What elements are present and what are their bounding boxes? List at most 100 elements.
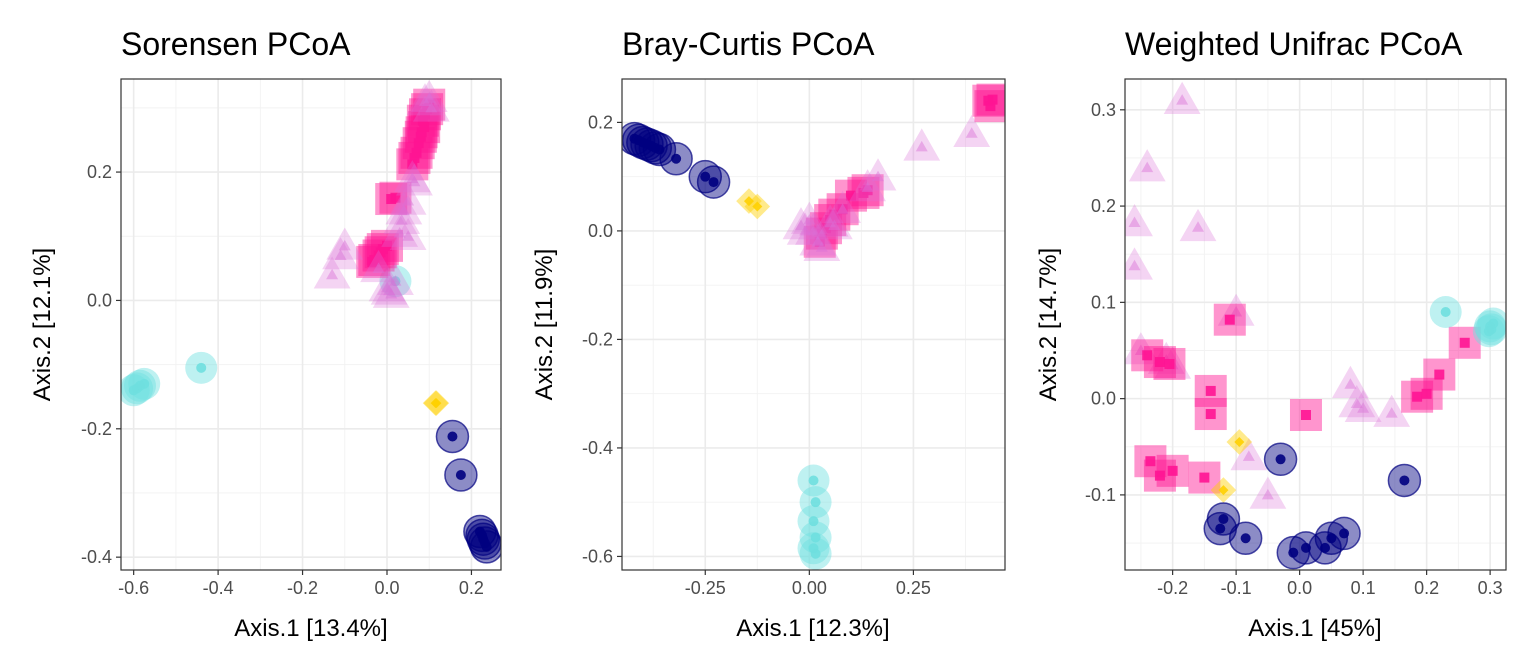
panel-border — [120, 78, 502, 571]
point-pink — [408, 111, 441, 144]
point-cyan — [799, 521, 832, 554]
point-navy — [696, 165, 731, 199]
series-pink — [1131, 303, 1481, 494]
point-lavender — [815, 207, 853, 240]
point-lavender — [1373, 394, 1411, 427]
point-lavender — [1230, 437, 1268, 471]
point-lavender — [1128, 149, 1166, 182]
series-gold — [422, 390, 450, 416]
y-tick-label: -0.6 — [582, 546, 613, 566]
point-gold — [1210, 477, 1237, 503]
series-navy — [435, 419, 501, 564]
point-cyan — [1472, 315, 1505, 348]
point-lavender — [1249, 476, 1287, 509]
point-navy — [1327, 516, 1361, 551]
x-tick-label: 0.1 — [1351, 578, 1376, 598]
point-cyan — [799, 537, 832, 570]
point-lavender — [370, 272, 408, 305]
point-pink — [1153, 347, 1186, 380]
point-lavender — [824, 190, 862, 224]
point-pink — [1188, 461, 1221, 494]
point-lavender — [799, 223, 837, 256]
points-layer — [1125, 81, 1506, 570]
point-cyan — [185, 351, 218, 384]
x-tick-label: 0.0 — [374, 578, 399, 598]
y-tick-label: -0.2 — [582, 329, 613, 349]
point-navy — [659, 142, 693, 176]
point-gold — [744, 193, 771, 220]
x-axis-title: Axis.1 [13.4%] — [234, 615, 387, 642]
point-navy — [1228, 521, 1263, 555]
point-lavender — [389, 182, 427, 215]
x-axis-title: Axis.1 [12.3%] — [736, 615, 889, 642]
y-tick-label: -0.2 — [81, 419, 112, 439]
point-lavender — [795, 212, 832, 245]
series-lavender — [782, 114, 991, 261]
point-navy — [1206, 502, 1241, 536]
point-pink — [1143, 459, 1176, 492]
point-navy — [1387, 463, 1422, 498]
x-tick-label: -0.6 — [118, 578, 149, 598]
x-tick-label: 0.2 — [1414, 578, 1439, 598]
panel-sorensen: Sorensen PCoA Axis.1 [13.4%] Axis.2 [12.… — [29, 26, 502, 642]
panel-title: Sorensen PCoA — [121, 26, 351, 62]
point-gold — [423, 390, 450, 416]
point-lavender — [326, 227, 364, 260]
panel-title: Weighted Unifrac PCoA — [1125, 26, 1463, 62]
x-tick-label: 0.3 — [1478, 578, 1503, 598]
grid — [121, 79, 501, 570]
x-tick-label: -0.1 — [1221, 578, 1252, 598]
panel-bray-curtis: Bray-Curtis PCoA Axis.1 [12.3%] Axis.2 [… — [531, 26, 1006, 642]
point-lavender — [383, 201, 421, 235]
y-tick-label: 0.3 — [1091, 100, 1116, 120]
point-lavender — [790, 201, 828, 234]
point-lavender — [381, 214, 419, 247]
point-pink — [1213, 303, 1246, 336]
point-pink — [974, 90, 1005, 123]
point-lavender — [1125, 247, 1153, 280]
point-gold — [1226, 429, 1253, 455]
x-tick-label: 0.0 — [1287, 578, 1312, 598]
point-lavender — [406, 83, 444, 116]
point-lavender — [410, 79, 448, 113]
series-cyan — [797, 464, 832, 570]
x-tick-label: -0.25 — [685, 578, 726, 598]
series-navy — [1203, 442, 1422, 570]
point-cyan — [799, 486, 832, 519]
point-lavender — [1163, 81, 1201, 114]
point-lavender — [360, 249, 397, 283]
x-tick-label: -0.4 — [203, 578, 234, 598]
point-pink — [1194, 398, 1227, 431]
point-pink — [851, 174, 884, 207]
point-lavender — [903, 128, 941, 161]
point-navy — [435, 419, 470, 454]
point-navy — [1314, 521, 1349, 555]
point-lavender — [1344, 389, 1382, 423]
point-pink — [1423, 358, 1456, 391]
point-lavender — [368, 269, 406, 302]
point-pink — [1194, 374, 1227, 407]
point-lavender — [859, 158, 897, 191]
x-tick-label: -0.2 — [287, 578, 318, 598]
y-tick-label: -0.4 — [81, 547, 112, 567]
point-cyan — [1477, 307, 1506, 340]
y-axis-title: Axis.2 [12.1%] — [29, 248, 56, 401]
series-cyan — [1429, 295, 1506, 348]
grid — [622, 79, 1005, 570]
point-lavender — [782, 207, 820, 240]
point-pink — [1289, 398, 1322, 431]
y-axis-title: Axis.2 [14.7%] — [1035, 248, 1062, 401]
y-tick-label: 0.2 — [588, 112, 613, 132]
x-axis-title: Axis.1 [45%] — [1248, 615, 1381, 642]
point-pink — [1401, 380, 1434, 413]
point-pink — [1448, 326, 1481, 359]
point-lavender — [811, 204, 849, 237]
point-lavender — [393, 160, 431, 193]
panel-title: Bray-Curtis PCoA — [622, 26, 875, 62]
panel-weighted-unifrac: Weighted Unifrac PCoA Axis.1 [45%] Axis.… — [1035, 26, 1507, 642]
point-cyan — [797, 464, 830, 497]
point-navy — [444, 458, 478, 492]
series-pink — [803, 83, 1005, 258]
